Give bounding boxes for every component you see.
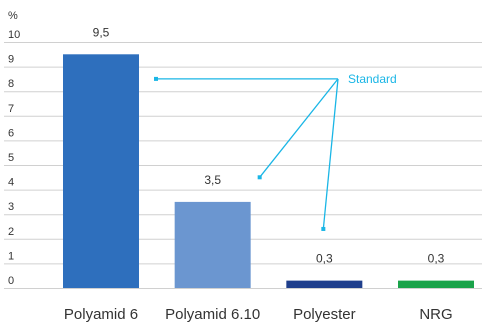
y-tick-label: 1 xyxy=(8,250,14,262)
y-tick-label: 0 xyxy=(8,275,14,287)
y-tick-label: 6 xyxy=(8,127,14,139)
data-labels: 9,5 3,5 0,3 0,3 xyxy=(93,25,445,265)
category-label: NRG xyxy=(419,306,452,323)
y-tick-label: 9 xyxy=(8,54,14,66)
data-label: 3,5 xyxy=(204,173,221,187)
callout-line xyxy=(259,78,339,178)
data-label: 0,3 xyxy=(428,252,445,266)
bar xyxy=(286,280,363,288)
standard-callout: Standard xyxy=(154,72,397,231)
y-tick-label: 2 xyxy=(8,226,14,238)
annotation-label: Standard xyxy=(348,72,397,86)
data-label: 0,3 xyxy=(316,252,333,266)
callout-marker xyxy=(154,76,158,81)
data-label: 9,5 xyxy=(93,25,110,39)
y-tick-label: 10 xyxy=(8,29,20,41)
callout-marker xyxy=(257,175,262,180)
callout-line xyxy=(322,78,339,230)
y-tick-label: 8 xyxy=(8,78,14,90)
y-tick-label: 3 xyxy=(8,201,14,213)
callout-marker xyxy=(321,226,326,231)
x-axis-categories: Polyamid 6 Polyamid 6.10 Polyester NRG xyxy=(64,306,453,323)
bar xyxy=(398,280,474,288)
bar xyxy=(63,54,139,288)
y-tick-label: 7 xyxy=(8,103,14,115)
category-label: Polyester xyxy=(293,306,356,323)
category-label: Polyamid 6 xyxy=(64,306,138,323)
category-label: Polyamid 6.10 xyxy=(165,306,260,323)
y-axis-unit: % xyxy=(8,10,18,22)
y-axis-ticks: 0 1 2 3 4 5 6 7 8 9 10 xyxy=(8,29,20,287)
bars xyxy=(63,54,474,288)
bar xyxy=(174,201,251,288)
y-tick-label: 4 xyxy=(8,177,14,189)
y-tick-label: 5 xyxy=(8,152,14,164)
